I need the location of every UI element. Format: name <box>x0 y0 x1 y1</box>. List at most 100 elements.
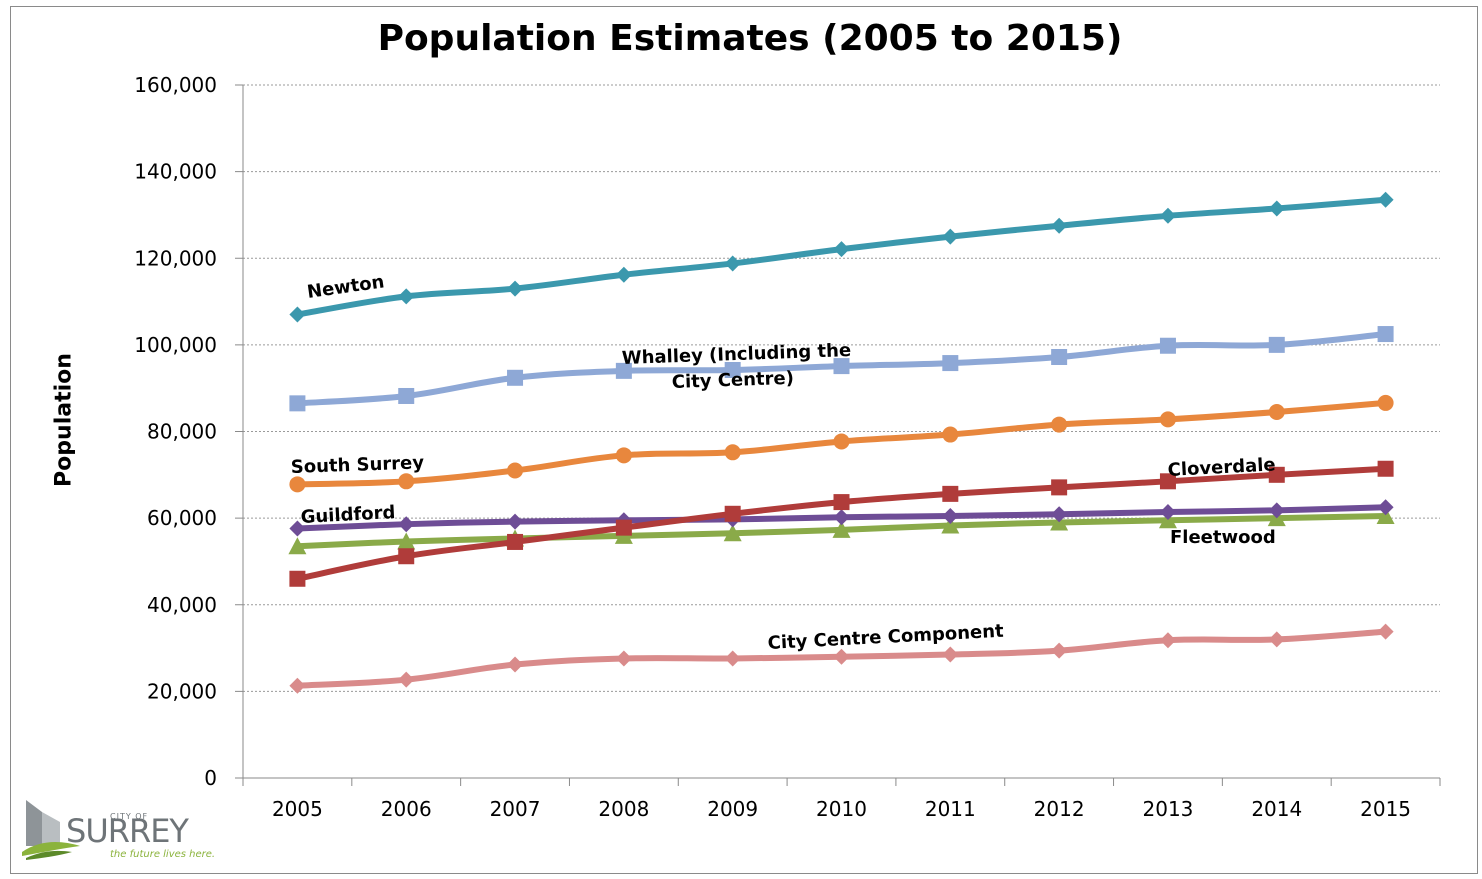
data-point-guildford <box>833 509 850 526</box>
data-point-guildford <box>398 516 415 533</box>
x-tick-label: 2012 <box>1034 797 1085 821</box>
y-tick-label: 160,000 <box>134 73 217 97</box>
data-point-newton <box>1268 200 1285 217</box>
data-point-cloverdale <box>942 485 959 502</box>
data-point-fleetwood <box>723 524 742 542</box>
data-point-cloverdale <box>1159 473 1176 490</box>
data-point-guildford <box>1051 506 1068 523</box>
y-tick-label: 20,000 <box>147 679 217 703</box>
data-point-guildford <box>942 507 959 524</box>
logo-city-of: CITY OF <box>110 812 149 821</box>
series-cloverdale <box>289 460 1394 587</box>
y-tick-label: 0 <box>204 766 217 790</box>
surrey-logo: CITY OF SURREY the future lives here. <box>20 796 220 866</box>
data-point-newton <box>1159 207 1176 224</box>
data-point-guildford <box>507 513 524 530</box>
series-guildford <box>289 499 1394 537</box>
x-tick-label: 2015 <box>1360 797 1411 821</box>
data-point-cloverdale <box>289 570 306 587</box>
data-point-fleetwood <box>832 520 851 538</box>
data-point-south-surrey <box>724 444 741 461</box>
data-point-south-surrey <box>615 447 632 464</box>
data-point-whalley-including-the-city-centre <box>1268 336 1285 353</box>
data-point-guildford <box>1268 502 1285 519</box>
x-tick-label: 2005 <box>272 797 323 821</box>
data-point-south-surrey <box>942 426 959 443</box>
gridlines <box>243 84 1440 692</box>
data-point-whalley-including-the-city-centre <box>833 358 850 375</box>
data-point-city-centre-component <box>398 671 415 688</box>
data-point-newton <box>615 266 632 283</box>
data-point-south-surrey <box>1051 416 1068 433</box>
data-point-south-surrey <box>507 462 524 479</box>
series-label-guildford: Guildford <box>300 502 396 528</box>
x-tick-label: 2007 <box>490 797 541 821</box>
x-tick-label: 2014 <box>1251 797 1302 821</box>
series-group <box>288 191 1395 694</box>
data-point-whalley-including-the-city-centre <box>615 362 632 379</box>
series-newton <box>289 191 1394 323</box>
data-point-cloverdale <box>724 505 741 522</box>
x-tick-label: 2006 <box>381 797 432 821</box>
data-point-city-centre-component <box>1051 642 1068 659</box>
data-point-city-centre-component <box>1159 632 1176 649</box>
data-point-whalley-including-the-city-centre <box>1377 326 1394 343</box>
x-tick-label: 2008 <box>598 797 649 821</box>
series-city-centre-component <box>289 623 1394 694</box>
data-point-city-centre-component <box>724 650 741 667</box>
data-point-south-surrey <box>1268 404 1285 421</box>
data-point-south-surrey <box>289 476 306 493</box>
data-point-newton <box>507 280 524 297</box>
data-point-whalley-including-the-city-centre <box>1051 349 1068 366</box>
data-point-whalley-including-the-city-centre <box>398 387 415 404</box>
data-point-cloverdale <box>1051 479 1068 496</box>
data-point-guildford <box>289 520 306 537</box>
data-point-newton <box>289 306 306 323</box>
data-point-fleetwood <box>288 537 307 555</box>
data-point-south-surrey <box>833 433 850 450</box>
data-point-newton <box>833 241 850 258</box>
y-tick-label: 100,000 <box>134 333 217 357</box>
data-point-newton <box>1051 217 1068 234</box>
data-point-cloverdale <box>615 519 632 536</box>
data-point-whalley-including-the-city-centre <box>289 395 306 412</box>
series-whalley-including-the-city-centre <box>289 326 1394 412</box>
x-tick-label: 2009 <box>707 797 758 821</box>
data-point-city-centre-component <box>1268 631 1285 648</box>
data-point-newton <box>724 255 741 272</box>
series-label-south-surrey: South Surrey <box>290 452 424 478</box>
data-point-city-centre-component <box>1377 623 1394 640</box>
x-tick-label: 2013 <box>1143 797 1194 821</box>
axes: 0 20,000 40,000 60,000 80,000 100,000 120,000 1… <box>134 73 1441 821</box>
data-point-city-centre-component <box>289 677 306 694</box>
data-point-cloverdale <box>833 494 850 511</box>
x-tick-label: 2011 <box>925 797 976 821</box>
data-point-south-surrey <box>1377 394 1394 411</box>
data-point-city-centre-component <box>615 650 632 667</box>
data-point-city-centre-component <box>833 648 850 665</box>
logo-name: SURREY <box>66 812 189 850</box>
series-line-newton <box>294 196 1389 318</box>
y-tick-label: 140,000 <box>134 160 217 184</box>
series-label-fleetwood: Fleetwood <box>1170 527 1276 548</box>
series-south-surrey <box>289 394 1394 493</box>
data-point-city-centre-component <box>942 646 959 663</box>
data-point-fleetwood <box>397 532 416 550</box>
chart-frame <box>10 6 1478 874</box>
data-point-fleetwood <box>941 516 960 534</box>
data-point-south-surrey <box>1159 411 1176 428</box>
data-point-cloverdale <box>1377 460 1394 477</box>
data-point-whalley-including-the-city-centre <box>942 355 959 372</box>
data-point-newton <box>1377 191 1394 208</box>
data-point-city-centre-component <box>507 656 524 673</box>
data-point-cloverdale <box>507 533 524 550</box>
y-tick-label: 40,000 <box>147 593 217 617</box>
logo-tagline: the future lives here. <box>110 849 216 860</box>
x-tick-label: 2010 <box>816 797 867 821</box>
data-point-guildford <box>1159 504 1176 521</box>
series-label-whalley-including-the-city-centre-line2: City Centre) <box>671 368 794 393</box>
series-label-city-centre-component: City Centre Component <box>767 621 1004 654</box>
data-point-whalley-including-the-city-centre <box>724 361 741 378</box>
